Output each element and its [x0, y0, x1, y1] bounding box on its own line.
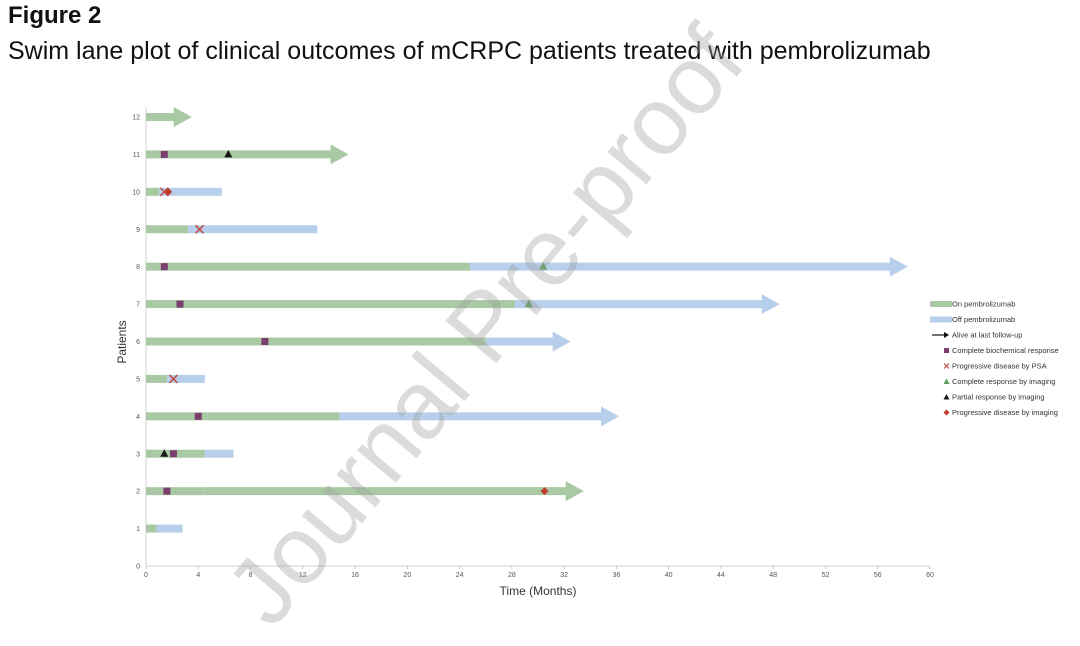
y-tick-label: 4 [136, 414, 140, 421]
y-tick-label: 11 [133, 152, 140, 159]
x-tick-label: 36 [613, 572, 621, 579]
legend: On pembrolizumab Off pembrolizumab Alive a… [930, 300, 1059, 417]
figure-title: Swim lane plot of clinical outcomes of m… [8, 37, 931, 65]
off-bar [159, 187, 222, 196]
legend-swatch [943, 394, 950, 400]
progressive-disease-imaging-marker [540, 487, 549, 496]
on-bar-arrow [146, 107, 192, 127]
y-tick-label: 7 [136, 302, 140, 309]
y-tick-label: 8 [136, 264, 140, 271]
complete-response-imaging-marker [524, 299, 533, 308]
complete-biochemical-response-marker [160, 263, 168, 271]
on-bar [146, 487, 205, 496]
legend-label: Progressive disease by imaging [952, 408, 1058, 417]
partial-response-imaging-marker [224, 149, 233, 158]
x-tick-label: 48 [769, 572, 777, 579]
y-tick-label: 6 [136, 339, 140, 346]
x-tick-label: 28 [508, 572, 516, 579]
y-tick-label: 3 [136, 451, 140, 458]
complete-biochemical-response-marker [261, 338, 269, 345]
on-bar [146, 187, 160, 196]
axes: 0 4 8 12 16 20 24 28 32 36 40 44 48 52 56 6001234567891… [132, 107, 934, 579]
complete-biochemical-response-marker [169, 450, 177, 458]
complete-biochemical-response-marker [194, 412, 202, 420]
off-bar-arrow [470, 256, 908, 277]
legend-item-off: Off pembrolizumab [930, 315, 1015, 324]
x-tick-label: 24 [456, 572, 464, 579]
off-bar [187, 225, 318, 234]
x-axis-label: Time (Months) [500, 584, 577, 598]
legend-swatch [930, 301, 952, 307]
progressive-disease-imaging-marker [164, 187, 173, 196]
legend-label: Off pembrolizumab [952, 315, 1015, 324]
x-tick-label: 60 [926, 572, 934, 579]
complete-biochemical-response-marker [160, 150, 168, 158]
on-bar [146, 300, 515, 309]
off-bar [156, 524, 183, 533]
swimlane-chart: 0 4 8 12 16 20 24 28 32 36 40 44 48 52 56 6001234567891… [115, 107, 1059, 598]
off-bar [166, 374, 205, 383]
off-bar-arrow [339, 406, 620, 427]
legend-item-cbr: Complete biochemical response [944, 346, 1059, 355]
legend-label: Progressive disease by PSA [952, 362, 1047, 371]
y-tick-label: 9 [136, 227, 140, 234]
on-bar-arrow [146, 144, 349, 165]
x-tick-label: 20 [403, 572, 411, 579]
y-tick-label: 2 [136, 489, 140, 496]
y-tick-label: 5 [136, 376, 140, 383]
complete-biochemical-response-marker [163, 487, 171, 495]
legend-label: Partial response by imaging [952, 393, 1045, 402]
y-tick-label: 0 [136, 564, 140, 571]
complete-biochemical-response-marker [176, 300, 184, 308]
markers [159, 149, 549, 496]
x-tick-label: 0 [144, 572, 148, 579]
partial-response-imaging-marker [160, 449, 169, 457]
legend-swatch [943, 378, 950, 384]
legend-item-pr_img: Partial response by imaging [943, 393, 1045, 402]
y-axis-label: Patients [115, 320, 129, 363]
on-bar [146, 374, 167, 383]
x-tick-label: 44 [717, 572, 725, 579]
legend-item-on: On pembrolizumab [930, 300, 1015, 309]
x-tick-label: 52 [822, 572, 830, 579]
x-tick-label: 56 [874, 572, 882, 579]
legend-item-pd_psa: Progressive disease by PSA [943, 362, 1047, 371]
legend-item-cr_img: Complete response by imaging [943, 377, 1055, 386]
legend-label: On pembrolizumab [952, 300, 1015, 309]
legend-label: Complete response by imaging [952, 377, 1055, 386]
legend-label: Alive at last follow-up [952, 331, 1022, 340]
off-bar-arrow [485, 331, 571, 352]
on-bar [146, 524, 157, 533]
y-tick-label: 1 [136, 526, 140, 533]
complete-response-imaging-marker [539, 262, 548, 270]
on-bar [146, 225, 188, 234]
legend-swatch [944, 348, 949, 353]
progressive-disease-psa-marker [195, 224, 205, 234]
legend-swatch [943, 409, 950, 416]
on-bar [146, 262, 471, 271]
on-bar [146, 337, 486, 346]
legend-item-pd_img: Progressive disease by imaging [943, 408, 1058, 417]
x-tick-label: 32 [560, 572, 568, 579]
bars [146, 107, 908, 533]
x-tick-label: 12 [299, 572, 307, 579]
x-tick-label: 40 [665, 572, 673, 579]
y-tick-label: 12 [132, 115, 140, 122]
legend-label: Complete biochemical response [952, 346, 1059, 355]
x-tick-label: 8 [249, 572, 253, 579]
x-tick-label: 16 [351, 572, 359, 579]
arrow-icon [944, 332, 949, 338]
off-bar-arrow [514, 294, 780, 315]
x-tick-label: 4 [196, 572, 200, 579]
progressive-disease-psa-marker [168, 374, 179, 384]
off-bar-arrow [204, 481, 584, 502]
legend-item-alive: Alive at last follow-up [932, 331, 1022, 340]
off-bar [204, 449, 234, 458]
on-bar [146, 412, 340, 421]
figure-label: Figure 2 [8, 2, 102, 29]
y-tick-label: 10 [132, 189, 140, 196]
legend-swatch [930, 316, 952, 323]
